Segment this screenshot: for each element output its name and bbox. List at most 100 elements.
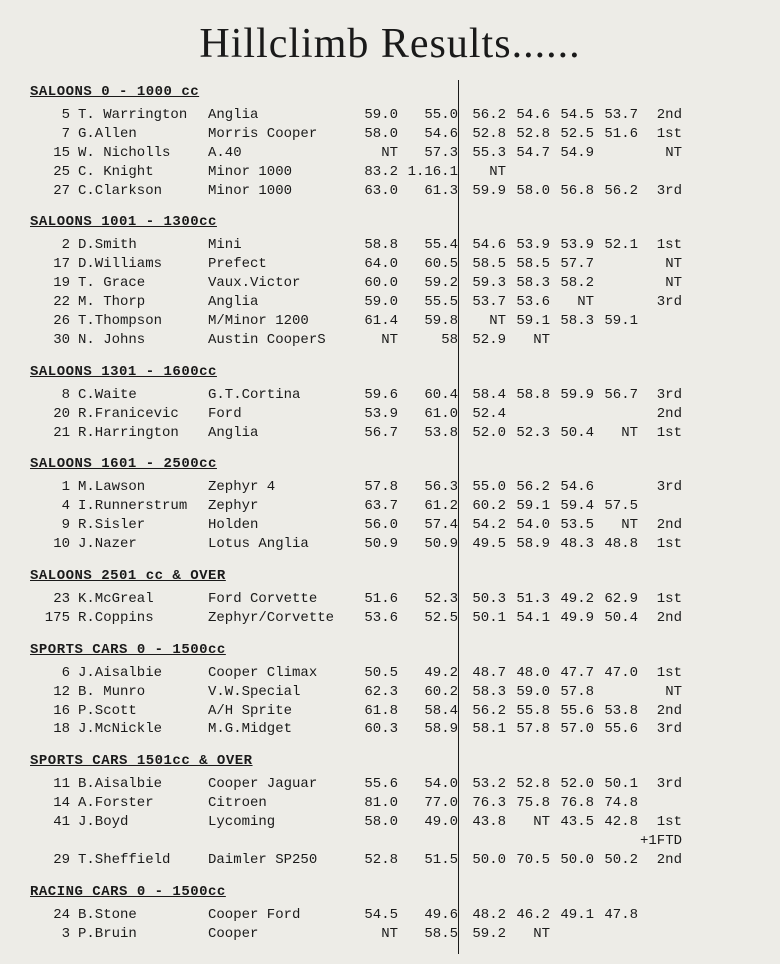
placing: 1st [638, 125, 682, 144]
time-4 [506, 405, 550, 424]
entry-number: 29 [36, 851, 78, 870]
car-name: Cooper Ford [208, 906, 348, 925]
result-row: +1FTD [36, 832, 750, 851]
driver-name: T. Grace [78, 274, 208, 293]
time-6: 50.1 [594, 775, 638, 794]
entry-number [36, 832, 78, 851]
time-4: 58.8 [506, 386, 550, 405]
time-5 [550, 163, 594, 182]
driver-name: C.Waite [78, 386, 208, 405]
placing: 3rd [638, 775, 682, 794]
entry-number: 23 [36, 590, 78, 609]
driver-name: A.Forster [78, 794, 208, 813]
entry-number: 175 [36, 609, 78, 628]
time-4: 52.8 [506, 125, 550, 144]
driver-name: W. Nicholls [78, 144, 208, 163]
car-name: A/H Sprite [208, 702, 348, 721]
time-5: 43.5 [550, 813, 594, 832]
entry-number: 5 [36, 106, 78, 125]
car-name: Lycoming [208, 813, 348, 832]
placing: 3rd [638, 720, 682, 739]
time-6 [594, 274, 638, 293]
section-header: SPORTS CARS 1501cc & OVER [30, 753, 750, 769]
car-name: Vaux.Victor [208, 274, 348, 293]
entry-number: 26 [36, 312, 78, 331]
vertical-divider [458, 80, 459, 954]
time-5: 47.7 [550, 664, 594, 683]
result-row: 20R.FranicevicFord53.961.052.42nd [36, 405, 750, 424]
time-4: 59.1 [506, 497, 550, 516]
car-name: Daimler SP250 [208, 851, 348, 870]
car-name: Cooper [208, 925, 348, 944]
placing: 2nd [638, 609, 682, 628]
time-4: 54.0 [506, 516, 550, 535]
time-4: 53.9 [506, 236, 550, 255]
entry-number: 10 [36, 535, 78, 554]
placing: NT [638, 683, 682, 702]
time-4: 58.5 [506, 255, 550, 274]
placing [638, 497, 682, 516]
time-1: 60.0 [348, 274, 398, 293]
time-1: 59.6 [348, 386, 398, 405]
time-1: 62.3 [348, 683, 398, 702]
time-2: 56.3 [398, 478, 462, 497]
entry-number: 2 [36, 236, 78, 255]
page-title: Hillclimb Results...... [30, 20, 750, 68]
time-1: 63.7 [348, 497, 398, 516]
result-row: 21R.HarringtonAnglia56.753.852.052.350.4… [36, 424, 750, 443]
time-1: 59.0 [348, 106, 398, 125]
time-3: 48.2 [462, 906, 506, 925]
time-4: 52.3 [506, 424, 550, 443]
time-5: 50.4 [550, 424, 594, 443]
car-name: Lotus Anglia [208, 535, 348, 554]
car-name: Minor 1000 [208, 182, 348, 201]
time-3: 53.2 [462, 775, 506, 794]
time-1: 57.8 [348, 478, 398, 497]
time-5: 53.9 [550, 236, 594, 255]
time-2: 51.5 [398, 851, 462, 870]
time-2: 57.4 [398, 516, 462, 535]
time-1: NT [348, 144, 398, 163]
result-row: 8C.WaiteG.T.Cortina59.660.458.458.859.95… [36, 386, 750, 405]
placing: 2nd [638, 851, 682, 870]
time-6: 59.1 [594, 312, 638, 331]
time-1: 58.0 [348, 125, 398, 144]
time-5: 49.9 [550, 609, 594, 628]
time-3: 50.0 [462, 851, 506, 870]
car-name [208, 832, 348, 851]
driver-name: J.McNickle [78, 720, 208, 739]
time-5: 57.8 [550, 683, 594, 702]
time-3: NT [462, 163, 506, 182]
section-header: SALOONS 0 - 1000 cc [30, 84, 750, 100]
driver-name [78, 832, 208, 851]
placing [638, 312, 682, 331]
time-3: 49.5 [462, 535, 506, 554]
time-6 [594, 144, 638, 163]
time-2: 60.2 [398, 683, 462, 702]
result-row: 9R.SislerHolden56.057.454.254.053.5NT2nd [36, 516, 750, 535]
car-name: Prefect [208, 255, 348, 274]
driver-name: C.Clarkson [78, 182, 208, 201]
result-row: 12B. MunroV.W.Special62.360.258.359.057.… [36, 683, 750, 702]
placing [638, 331, 682, 350]
result-row: 30N. JohnsAustin CooperSNT5852.9NT [36, 331, 750, 350]
entry-number: 30 [36, 331, 78, 350]
entry-number: 17 [36, 255, 78, 274]
driver-name: T. Warrington [78, 106, 208, 125]
time-2: 55.5 [398, 293, 462, 312]
time-6: 47.0 [594, 664, 638, 683]
time-3: 58.3 [462, 683, 506, 702]
time-4 [506, 832, 550, 851]
time-3: NT [462, 312, 506, 331]
time-2: 61.3 [398, 182, 462, 201]
result-row: 11B.AisalbieCooper Jaguar55.654.053.252.… [36, 775, 750, 794]
time-5: 55.6 [550, 702, 594, 721]
car-name: Anglia [208, 293, 348, 312]
time-5: 50.0 [550, 851, 594, 870]
time-6 [594, 255, 638, 274]
time-4: NT [506, 925, 550, 944]
driver-name: M. Thorp [78, 293, 208, 312]
time-3: 60.2 [462, 497, 506, 516]
time-2: 59.8 [398, 312, 462, 331]
time-2: 60.4 [398, 386, 462, 405]
